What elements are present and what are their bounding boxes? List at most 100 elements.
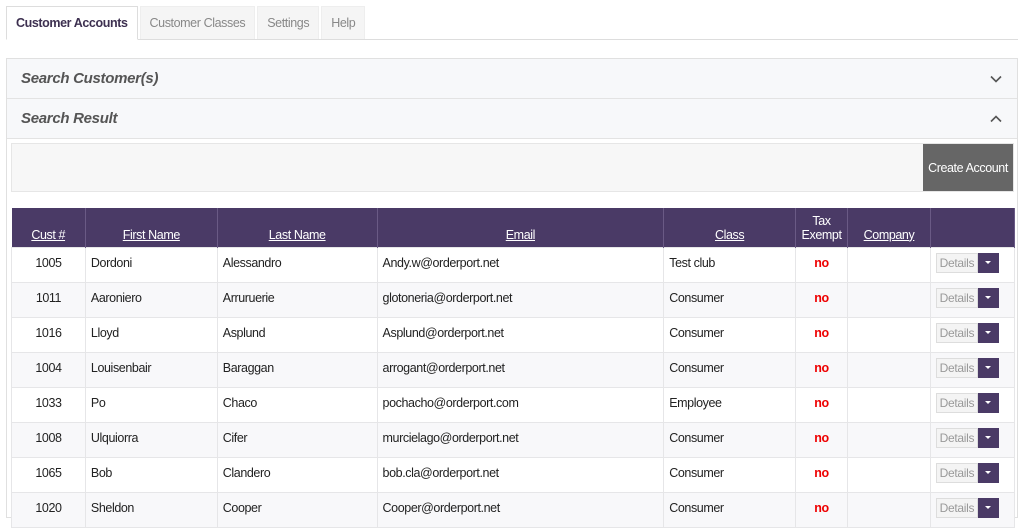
details-button[interactable]: Details	[935, 392, 978, 413]
cell-actions: Details	[929, 281, 1016, 318]
cell-email: arrogant@orderport.net	[376, 351, 665, 388]
cell-tax-exempt: no	[795, 421, 849, 458]
chevron-up-icon[interactable]	[989, 112, 1003, 126]
table-row: 1004 Louisenbair Baraggan arrogant@orderpor…	[11, 351, 1016, 388]
column-header-label[interactable]: Company	[863, 227, 915, 242]
search-customers-header[interactable]: Search Customer(s)	[7, 59, 1017, 99]
cell-first-name: Aaroniero	[84, 281, 218, 318]
cell-cust-num: 1016	[11, 316, 86, 353]
caret-down-icon	[985, 296, 992, 299]
details-button[interactable]: Details	[935, 252, 978, 273]
details-button[interactable]: Details	[935, 427, 978, 448]
cell-class: Test club	[663, 246, 797, 283]
details-dropdown-toggle[interactable]	[977, 357, 999, 378]
column-header-first-name[interactable]: First Name	[85, 208, 218, 247]
tab-bar: Customer Accounts Customer Classes Setti…	[6, 6, 1018, 40]
table-row: 1016 Lloyd Asplund Asplund@orderport.net Con…	[11, 316, 1016, 353]
cell-class: Consumer	[663, 421, 797, 458]
tab-customer-classes[interactable]: Customer Classes	[139, 6, 256, 39]
caret-down-icon	[985, 401, 992, 404]
cell-cust-num: 1065	[11, 456, 86, 493]
search-result-title: Search Result	[21, 110, 118, 127]
result-toolbar: Create Account	[11, 143, 1014, 192]
column-header-cust-num[interactable]: Cust #	[11, 208, 86, 247]
cell-email: pochacho@orderport.com	[376, 386, 665, 423]
search-customers-title: Search Customer(s)	[21, 70, 159, 87]
details-button[interactable]: Details	[935, 287, 978, 308]
cell-last-name: Asplund	[216, 316, 378, 353]
column-header-label[interactable]: Cust #	[31, 227, 66, 242]
cell-email: Cooper@orderport.net	[376, 491, 665, 528]
tab-settings[interactable]: Settings	[257, 6, 320, 39]
column-header-tax-exempt: Tax Exempt	[795, 208, 849, 247]
cell-tax-exempt: no	[795, 281, 849, 318]
cell-cust-num: 1011	[11, 281, 86, 318]
details-dropdown-toggle[interactable]	[977, 497, 999, 518]
cell-last-name: Cifer	[216, 421, 378, 458]
details-dropdown-toggle[interactable]	[977, 392, 999, 413]
cell-last-name: Cooper	[216, 491, 378, 528]
cell-cust-num: 1033	[11, 386, 86, 423]
cell-company	[847, 351, 931, 388]
cell-last-name: Chaco	[216, 386, 378, 423]
cell-email: Andy.w@orderport.net	[376, 246, 665, 283]
cell-class: Consumer	[663, 491, 797, 528]
details-button[interactable]: Details	[935, 497, 978, 518]
column-header-company[interactable]: Company	[847, 208, 931, 247]
cell-company	[847, 386, 931, 423]
column-header-last-name[interactable]: Last Name	[217, 208, 378, 247]
cell-company	[847, 246, 931, 283]
details-button-group: Details	[935, 497, 999, 518]
cell-company	[847, 491, 931, 528]
details-button-group: Details	[935, 287, 999, 308]
details-button-group: Details	[935, 322, 999, 343]
cell-actions: Details	[929, 491, 1016, 528]
tab-help[interactable]: Help	[321, 6, 366, 39]
chevron-down-icon[interactable]	[989, 72, 1003, 86]
table-row: 1011 Aaroniero Arruruerie glotoneria@orderp…	[11, 281, 1016, 318]
details-dropdown-toggle[interactable]	[977, 322, 999, 343]
details-dropdown-toggle[interactable]	[977, 252, 999, 273]
cell-email: Asplund@orderport.net	[376, 316, 665, 353]
column-header-label[interactable]: Last Name	[268, 227, 326, 242]
caret-down-icon	[985, 366, 992, 369]
cell-tax-exempt: no	[795, 456, 849, 493]
details-dropdown-toggle[interactable]	[977, 287, 999, 308]
column-header-label[interactable]: Email	[505, 227, 536, 242]
details-button[interactable]: Details	[935, 462, 978, 483]
details-button[interactable]: Details	[935, 357, 978, 378]
create-account-button[interactable]: Create Account	[923, 144, 1013, 191]
cell-tax-exempt: no	[795, 386, 849, 423]
details-button[interactable]: Details	[935, 322, 978, 343]
caret-down-icon	[985, 471, 992, 474]
accounts-panel: Search Customer(s) Search Result Create …	[6, 58, 1018, 528]
cell-last-name: Arruruerie	[216, 281, 378, 318]
caret-down-icon	[985, 261, 992, 264]
customers-table: Cust # First Name Last Name Email Class Tax E…	[11, 208, 1016, 528]
details-button-group: Details	[935, 252, 999, 273]
tab-customer-accounts[interactable]: Customer Accounts	[6, 6, 138, 40]
details-dropdown-toggle[interactable]	[977, 427, 999, 448]
column-header-label[interactable]: First Name	[122, 227, 181, 242]
column-header-email[interactable]: Email	[377, 208, 665, 247]
details-dropdown-toggle[interactable]	[977, 462, 999, 483]
cell-first-name: Bob	[84, 456, 218, 493]
cell-first-name: Sheldon	[84, 491, 218, 528]
cell-actions: Details	[929, 421, 1016, 458]
cell-actions: Details	[929, 351, 1016, 388]
cell-actions: Details	[929, 456, 1016, 493]
search-result-header[interactable]: Search Result	[7, 99, 1017, 139]
column-header-label[interactable]: Class	[715, 227, 745, 242]
caret-down-icon	[985, 506, 992, 509]
column-header-class[interactable]: Class	[663, 208, 797, 247]
table-row: 1005 Dordoni Alessandro Andy.w@orderport.ne…	[11, 246, 1016, 283]
cell-tax-exempt: no	[795, 351, 849, 388]
cell-email: murcielago@orderport.net	[376, 421, 665, 458]
cell-email: bob.cla@orderport.net	[376, 456, 665, 493]
cell-actions: Details	[929, 386, 1016, 423]
cell-class: Employee	[663, 386, 797, 423]
cell-cust-num: 1004	[11, 351, 86, 388]
table-row: 1020 Sheldon Cooper Cooper@orderport.net Con…	[11, 491, 1016, 528]
cell-cust-num: 1005	[11, 246, 86, 283]
cell-first-name: Ulquiorra	[84, 421, 218, 458]
